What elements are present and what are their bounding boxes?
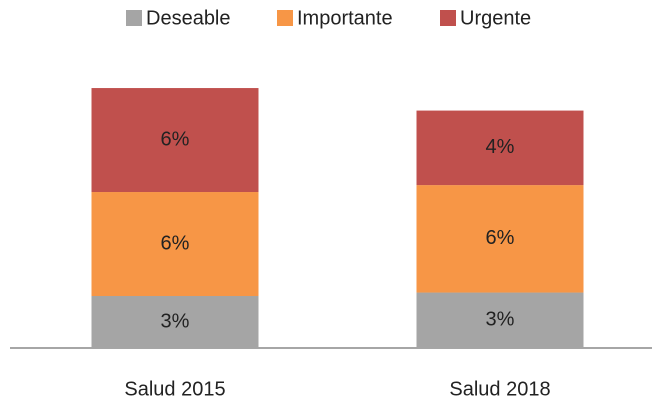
legend-label: Deseable — [146, 7, 231, 29]
data-label: 4% — [486, 136, 515, 158]
legend-label: Urgente — [460, 7, 531, 29]
bar-segment — [91, 296, 259, 348]
legend-swatch — [440, 10, 456, 26]
bar-segment — [416, 292, 584, 348]
x-tick-label: Salud 2015 — [124, 378, 225, 400]
legend-label: Importante — [297, 7, 393, 29]
legend-swatch — [277, 10, 293, 26]
bar-segment — [416, 185, 584, 293]
legend-swatch — [126, 10, 142, 26]
bar-segment — [416, 110, 584, 186]
data-label: 3% — [161, 310, 190, 332]
data-label: 6% — [161, 128, 190, 150]
data-label: 3% — [486, 309, 515, 331]
bar-segment — [91, 88, 259, 193]
data-label: 6% — [161, 232, 190, 254]
x-tick-label: Salud 2018 — [449, 378, 550, 400]
bar-segment — [91, 192, 259, 297]
data-label: 6% — [486, 227, 515, 249]
